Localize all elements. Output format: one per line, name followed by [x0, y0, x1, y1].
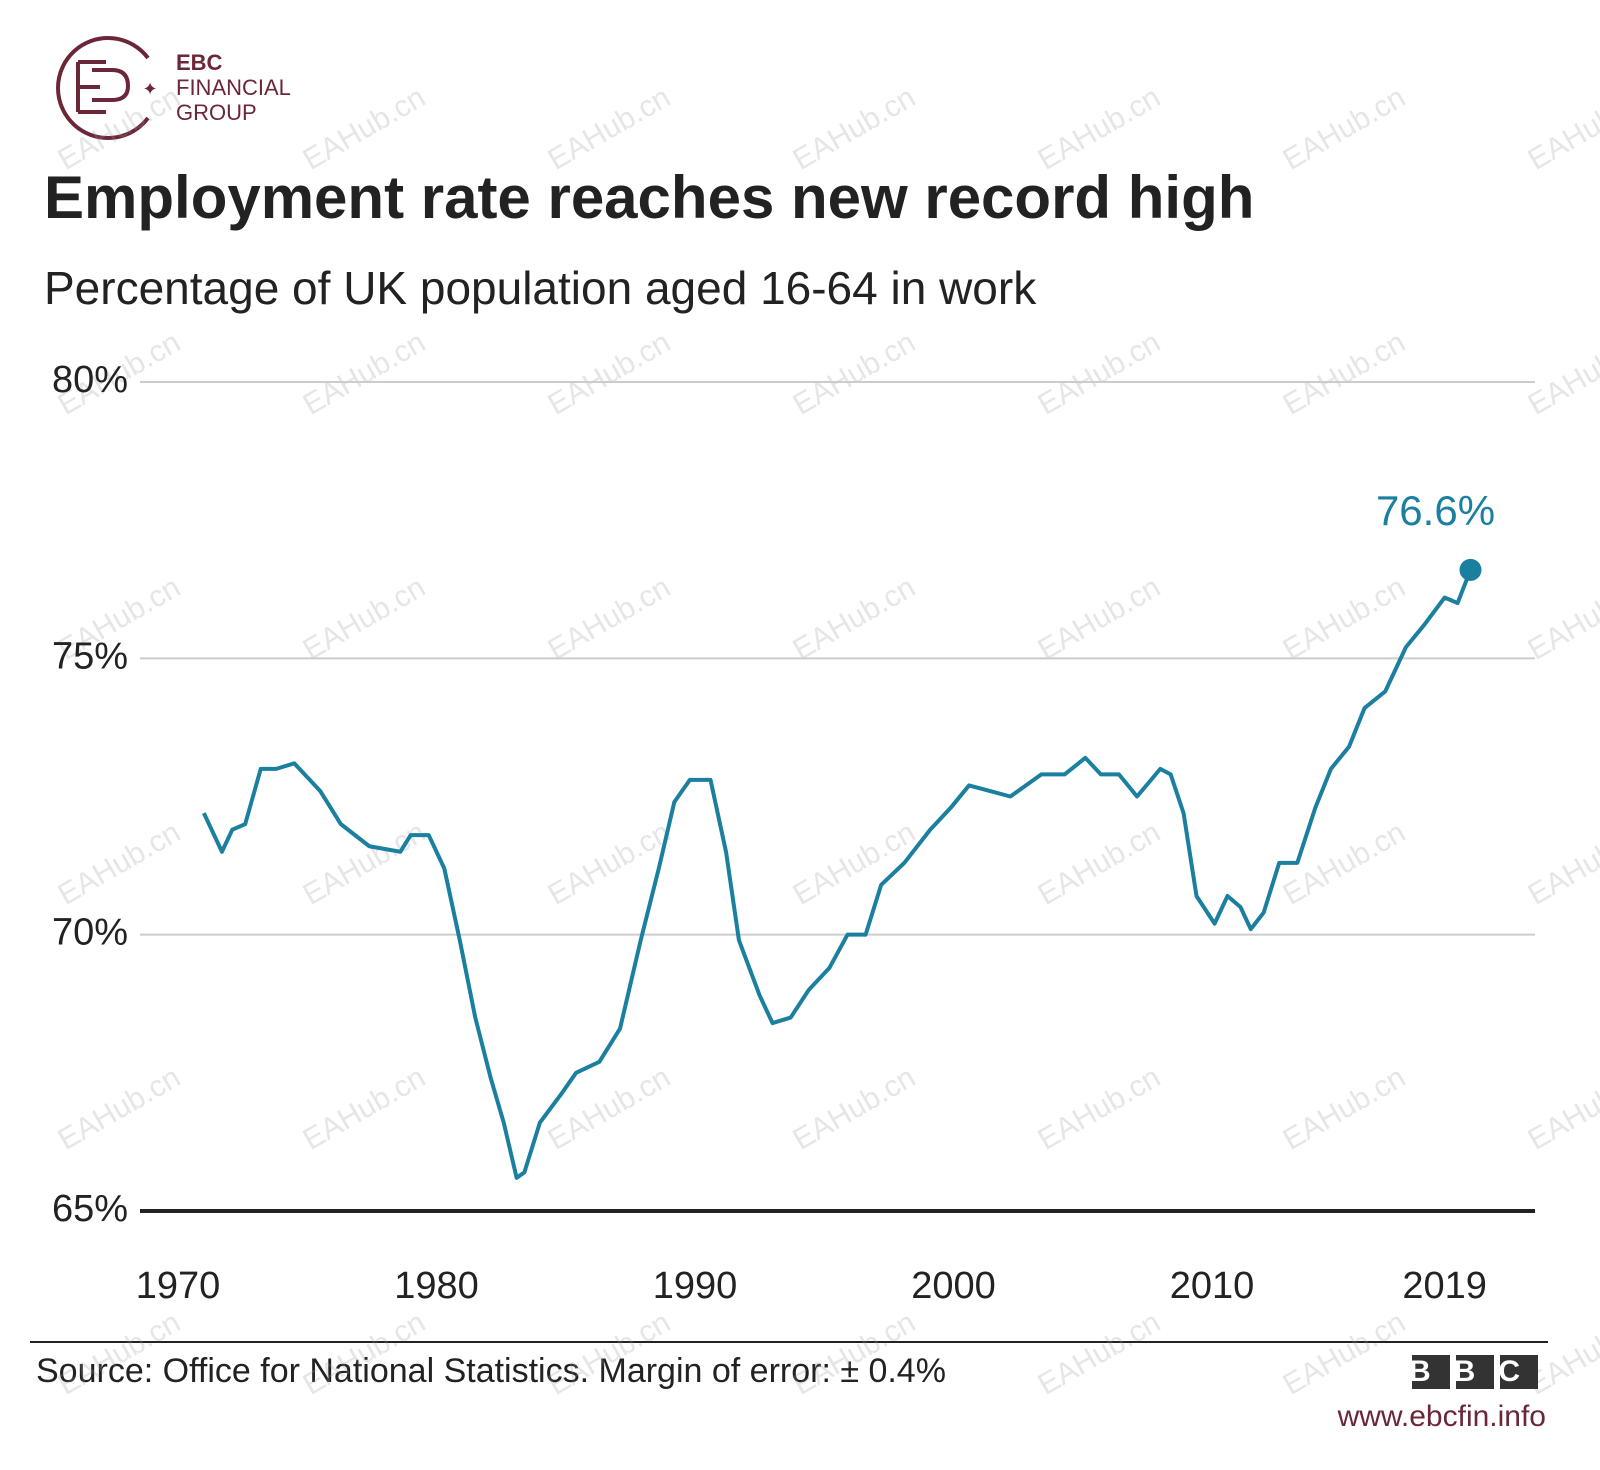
end-point [1459, 558, 1482, 581]
logo-ring [56, 36, 150, 140]
watermark: EAHub.cn [542, 1061, 675, 1157]
logo-star: ✦ [142, 79, 157, 99]
watermark: EAHub.cn [1277, 326, 1410, 422]
chart-subtitle: Percentage of UK population aged 16-64 i… [44, 262, 1037, 314]
watermark: EAHub.cn [297, 816, 430, 912]
watermark: EAHub.cn [297, 1061, 430, 1157]
website: www.ebcfin.info [1337, 1400, 1546, 1433]
watermark: EAHub.cn [1522, 1061, 1600, 1157]
brand: BBC [1409, 1355, 1543, 1388]
brand-box [1456, 1355, 1494, 1389]
watermark: EAHub.cn [542, 326, 675, 422]
y-tick-label: 75% [52, 635, 128, 677]
y-tick-label: 80% [52, 359, 128, 401]
value-label: 76.6% [1376, 487, 1495, 534]
watermark: EAHub.cn [787, 1061, 920, 1157]
watermark: EAHub.cn [52, 816, 185, 912]
x-tick-label: 1970 [136, 1265, 221, 1307]
watermark: EAHub.cn [787, 571, 920, 667]
watermark: EAHub.cn [297, 571, 430, 667]
watermark: EAHub.cn [297, 326, 430, 422]
watermark: EAHub.cn [297, 81, 430, 177]
watermark: EAHub.cn [787, 326, 920, 422]
logo: ✦ EBC FINANCIAL GROUP [56, 36, 291, 140]
x-tick-label: 2000 [911, 1265, 996, 1307]
watermark: EAHub.cn [52, 81, 185, 177]
logo-text: FINANCIAL [176, 75, 291, 100]
watermark: EAHub.cn [1277, 81, 1410, 177]
logo-mark [76, 60, 131, 114]
brand-box [1412, 1355, 1450, 1389]
watermark: EAHub.cn [1032, 571, 1165, 667]
x-tick-label: 2019 [1402, 1265, 1487, 1307]
brand-box [1500, 1355, 1538, 1389]
watermark: EAHub.cn [52, 1061, 185, 1157]
watermark: EAHub.cn [1277, 571, 1410, 667]
watermark: EAHub.cn [1032, 1061, 1165, 1157]
watermark: EAHub.cn [1277, 1061, 1410, 1157]
watermark: EAHub.cn [1032, 81, 1165, 177]
chart-title: Employment rate reaches new record high [44, 164, 1254, 231]
logo-text: GROUP [176, 100, 257, 125]
watermark: EAHub.cn [1032, 1306, 1165, 1402]
watermark: EAHub.cn [1522, 571, 1600, 667]
y-tick-label: 70% [52, 912, 128, 954]
watermark: EAHub.cn [1522, 816, 1600, 912]
data-line [202, 569, 1473, 1180]
x-tick-label: 2010 [1170, 1265, 1255, 1307]
x-tick-label: 1990 [653, 1265, 738, 1307]
watermark: EAHub.cn [542, 571, 675, 667]
watermark: EAHub.cn [1032, 326, 1165, 422]
watermark: EAHub.cn [1277, 1306, 1410, 1402]
y-tick-label: 65% [52, 1188, 128, 1230]
source: Source: Office for National Statistics. … [36, 1352, 946, 1390]
x-tick-label: 1980 [394, 1265, 479, 1307]
watermark: EAHub.cn [1522, 326, 1600, 422]
logo-text: EBC [176, 50, 223, 75]
watermark: EAHub.cn [542, 816, 675, 912]
watermark: EAHub.cn [1032, 816, 1165, 912]
watermark: EAHub.cn [787, 81, 920, 177]
watermark: EAHub.cn [542, 81, 675, 177]
watermark: EAHub.cn [1522, 81, 1600, 177]
